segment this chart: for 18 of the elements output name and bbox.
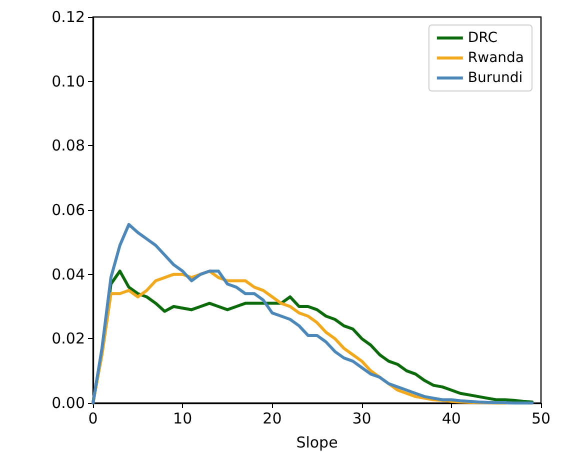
y-tick-label: 0.10 bbox=[52, 72, 85, 90]
y-tick-label: 0.06 bbox=[52, 201, 85, 219]
x-tick-label: 20 bbox=[262, 410, 282, 428]
x-tick-label: 0 bbox=[88, 410, 98, 428]
y-tick-label: 0.08 bbox=[52, 136, 85, 155]
line-series bbox=[92, 222, 534, 404]
legend-label: Burundi bbox=[468, 70, 523, 86]
x-axis-title: Slope bbox=[296, 434, 338, 452]
y-tick-label: 0.02 bbox=[52, 330, 85, 348]
legend-label: Rwanda bbox=[468, 50, 524, 66]
x-tick-label: 40 bbox=[442, 410, 461, 428]
y-tick-label: 0.00 bbox=[52, 394, 85, 412]
y-tick-label: 0.04 bbox=[52, 265, 85, 284]
x-tick-label: 10 bbox=[173, 410, 192, 428]
x-tick-label: 30 bbox=[352, 410, 372, 428]
x-tick-label: 50 bbox=[531, 410, 551, 428]
y-tick-label: 0.12 bbox=[52, 8, 85, 26]
legend-label: DRC bbox=[468, 30, 498, 46]
